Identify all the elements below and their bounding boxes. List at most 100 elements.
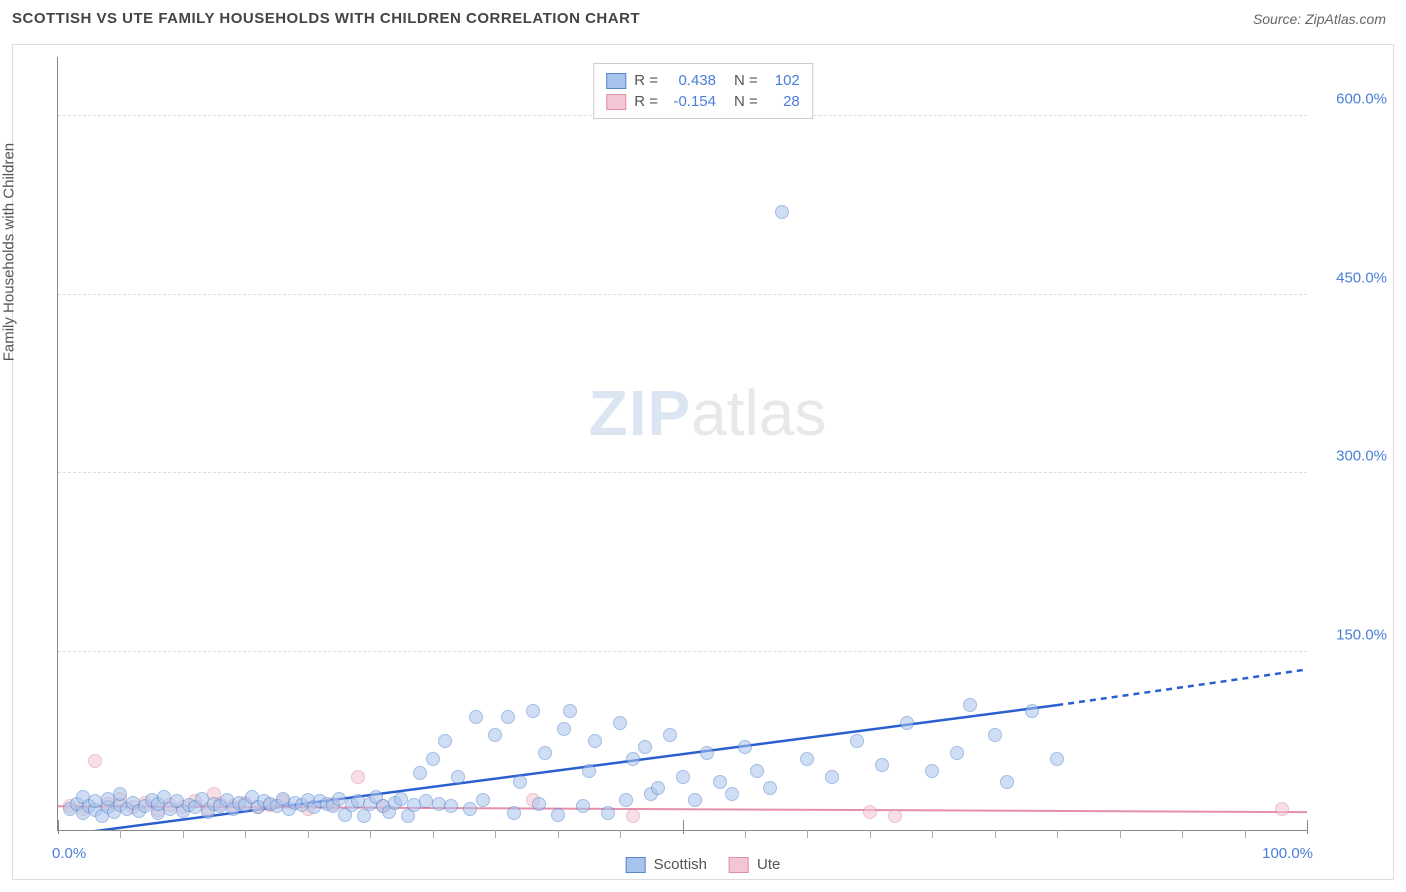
legend-series-label: Scottish	[654, 856, 707, 873]
x-tick-minor	[1182, 830, 1183, 838]
x-tick-minor	[1245, 830, 1246, 838]
point-scottish	[688, 793, 702, 807]
point-scottish	[438, 734, 452, 748]
x-tick-minor	[245, 830, 246, 838]
point-scottish	[619, 793, 633, 807]
legend-r-label: R =	[634, 72, 658, 89]
legend-n-label: N =	[734, 93, 758, 110]
gridline	[58, 651, 1307, 652]
x-tick-minor	[745, 830, 746, 838]
point-scottish	[963, 698, 977, 712]
point-scottish	[588, 734, 602, 748]
point-ute	[351, 770, 365, 784]
point-scottish	[626, 752, 640, 766]
point-scottish	[613, 716, 627, 730]
plot-area: ZIPatlas 150.0%300.0%450.0%600.0%0.0%100…	[57, 57, 1307, 831]
legend-correlation-row: R = -0.154 N = 28	[606, 91, 800, 112]
point-scottish	[601, 806, 615, 820]
x-tick-minor	[870, 830, 871, 838]
point-scottish	[925, 764, 939, 778]
x-tick-minor	[308, 830, 309, 838]
point-ute	[626, 809, 640, 823]
point-scottish	[651, 781, 665, 795]
y-tick-label: 150.0%	[1315, 626, 1387, 643]
point-scottish	[469, 710, 483, 724]
point-scottish	[950, 746, 964, 760]
x-tick-minor	[620, 830, 621, 838]
point-scottish	[488, 728, 502, 742]
legend-r-value: -0.154	[666, 93, 716, 110]
x-label-min: 0.0%	[52, 845, 86, 862]
y-tick-label: 300.0%	[1315, 448, 1387, 465]
point-scottish	[532, 797, 546, 811]
point-scottish	[900, 716, 914, 730]
x-tick-major	[58, 820, 59, 834]
point-scottish	[638, 740, 652, 754]
x-tick-minor	[807, 830, 808, 838]
point-scottish	[576, 799, 590, 813]
x-tick-major	[1307, 820, 1308, 834]
point-scottish	[663, 728, 677, 742]
legend-series-item: Ute	[729, 856, 780, 873]
point-ute	[1275, 802, 1289, 816]
point-scottish	[763, 781, 777, 795]
x-tick-minor	[120, 830, 121, 838]
point-ute	[863, 805, 877, 819]
point-scottish	[738, 740, 752, 754]
legend-swatch	[606, 73, 626, 89]
point-scottish	[476, 793, 490, 807]
x-tick-minor	[558, 830, 559, 838]
legend-r-label: R =	[634, 93, 658, 110]
legend-swatch	[626, 857, 646, 873]
point-scottish	[426, 752, 440, 766]
x-tick-minor	[183, 830, 184, 838]
x-tick-minor	[1057, 830, 1058, 838]
point-scottish	[113, 787, 127, 801]
watermark-atlas: atlas	[691, 377, 826, 449]
x-tick-minor	[370, 830, 371, 838]
point-scottish	[1025, 704, 1039, 718]
watermark: ZIPatlas	[589, 376, 827, 450]
legend-swatch	[606, 94, 626, 110]
point-scottish	[557, 722, 571, 736]
point-ute	[888, 809, 902, 823]
point-scottish	[1000, 775, 1014, 789]
point-scottish	[1050, 752, 1064, 766]
x-tick-minor	[433, 830, 434, 838]
x-tick-minor	[1120, 830, 1121, 838]
point-scottish	[700, 746, 714, 760]
legend-r-value: 0.438	[666, 72, 716, 89]
point-scottish	[563, 704, 577, 718]
point-scottish	[551, 808, 565, 822]
legend-correlation: R = 0.438 N = 102 R = -0.154 N = 28	[593, 63, 813, 119]
point-scottish	[750, 764, 764, 778]
x-tick-minor	[495, 830, 496, 838]
legend-correlation-row: R =0.438N =102	[606, 70, 800, 91]
y-tick-label: 600.0%	[1315, 91, 1387, 108]
gridline	[58, 472, 1307, 473]
point-scottish	[825, 770, 839, 784]
source-label: Source: ZipAtlas.com	[1253, 11, 1386, 27]
point-scottish	[444, 799, 458, 813]
point-scottish	[463, 802, 477, 816]
x-tick-minor	[932, 830, 933, 838]
point-ute	[88, 754, 102, 768]
x-tick-minor	[995, 830, 996, 838]
x-label-max: 100.0%	[1262, 845, 1313, 862]
legend-n-value: 28	[766, 93, 800, 110]
legend-series: Scottish Ute	[626, 856, 781, 873]
gridline	[58, 294, 1307, 295]
point-scottish	[582, 764, 596, 778]
legend-n-value: 102	[766, 72, 800, 89]
point-scottish	[988, 728, 1002, 742]
chart-container: Family Households with Children ZIPatlas…	[12, 44, 1394, 880]
point-scottish	[775, 205, 789, 219]
watermark-zip: ZIP	[589, 377, 692, 449]
y-axis-label: Family Households with Children	[1, 143, 18, 361]
point-scottish	[507, 806, 521, 820]
legend-series-item: Scottish	[626, 856, 707, 873]
point-scottish	[538, 746, 552, 760]
point-scottish	[800, 752, 814, 766]
point-scottish	[676, 770, 690, 784]
point-scottish	[725, 787, 739, 801]
